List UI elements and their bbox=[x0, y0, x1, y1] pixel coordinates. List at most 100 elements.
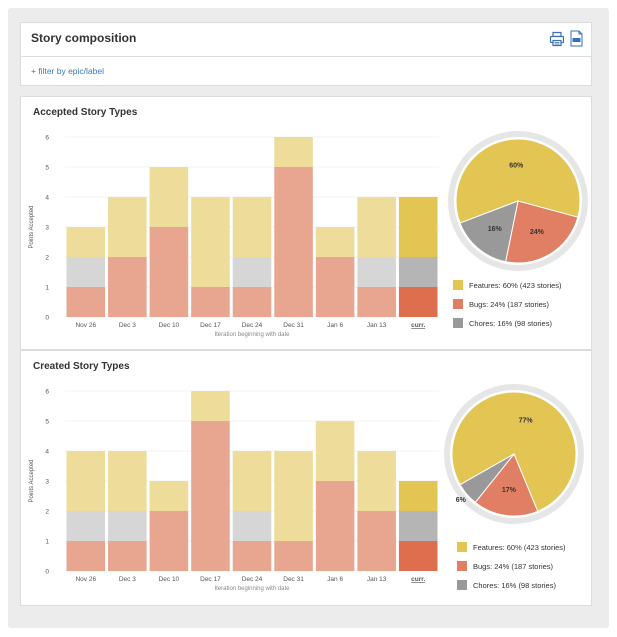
y-tick-label: 2 bbox=[45, 255, 49, 262]
bar-segment-features[interactable] bbox=[398, 197, 438, 257]
pie-slice-bugs[interactable] bbox=[505, 200, 579, 264]
bar-segment-features[interactable] bbox=[232, 197, 272, 257]
bar-segment-features[interactable] bbox=[357, 197, 396, 257]
accepted-story-types-chart: 0 1 2 3 4 5 6 Points Accepted Nov 26 Dec 3 Dec 10 D… bbox=[29, 131, 588, 338]
x-axis-label: Iteration beginning with date bbox=[214, 332, 290, 338]
legend-label: Features: 60% (423 stories) bbox=[469, 280, 562, 290]
bar-segment-bugs[interactable] bbox=[232, 541, 272, 571]
bar-segment-features[interactable] bbox=[357, 451, 396, 511]
pie-slice-chores[interactable] bbox=[459, 200, 519, 263]
y-tick-label: 0 bbox=[45, 569, 49, 576]
bar-segment-chores[interactable] bbox=[398, 511, 438, 541]
csv-export-icon[interactable] bbox=[570, 30, 583, 47]
legend-swatch bbox=[453, 299, 463, 309]
pie-slice-label: 77% bbox=[519, 417, 534, 424]
legend-item-chores[interactable]: Chores: 16% (98 stories) bbox=[453, 315, 562, 331]
bar-segment-bugs[interactable] bbox=[191, 421, 230, 571]
bar-segment-chores[interactable] bbox=[66, 257, 106, 287]
bar-segment-features[interactable] bbox=[191, 391, 230, 421]
chart-legend: Features: 60% (423 stories) Bugs: 24% (18… bbox=[453, 277, 562, 334]
pie-slice-bugs[interactable] bbox=[474, 453, 539, 517]
x-tick-label: Dec 3 bbox=[119, 576, 136, 583]
bar-segment-features[interactable] bbox=[274, 451, 313, 541]
bar-segment-bugs[interactable] bbox=[108, 541, 147, 571]
legend-item-bugs[interactable]: Bugs: 24% (187 stories) bbox=[457, 558, 566, 574]
pie-slice-chores[interactable] bbox=[459, 453, 515, 504]
bar-segment-chores[interactable] bbox=[398, 257, 438, 287]
legend-label: Chores: 16% (98 stories) bbox=[473, 580, 556, 590]
y-tick-label: 2 bbox=[45, 509, 49, 516]
legend-item-features[interactable]: Features: 60% (423 stories) bbox=[453, 277, 562, 293]
legend-label: Chores: 16% (98 stories) bbox=[469, 318, 552, 328]
bar-segment-features[interactable] bbox=[315, 421, 355, 481]
x-tick-label: Jan 6 bbox=[327, 576, 343, 583]
x-tick-label: Dec 24 bbox=[242, 576, 263, 583]
chart-legend: Features: 60% (423 stories) Bugs: 24% (18… bbox=[457, 539, 566, 596]
bar-segment-bugs[interactable] bbox=[274, 541, 313, 571]
bar-segment-chores[interactable] bbox=[66, 511, 106, 541]
legend-swatch bbox=[453, 318, 463, 328]
bar-segment-bugs[interactable] bbox=[315, 481, 355, 571]
bar-segment-features[interactable] bbox=[149, 481, 189, 511]
pie-slice-label: 60% bbox=[509, 163, 524, 170]
bar-segment-bugs[interactable] bbox=[274, 167, 313, 317]
bar-segment-bugs[interactable] bbox=[357, 287, 396, 317]
y-tick-label: 0 bbox=[45, 315, 49, 322]
y-tick-label: 3 bbox=[45, 225, 49, 232]
bar-segment-features[interactable] bbox=[191, 197, 230, 287]
y-tick-label: 4 bbox=[45, 449, 49, 456]
bar-segment-features[interactable] bbox=[66, 227, 106, 257]
bar-segment-bugs[interactable] bbox=[149, 511, 189, 571]
page-title: Story composition bbox=[31, 31, 137, 45]
bar-segment-features[interactable] bbox=[149, 167, 189, 227]
bar-segment-bugs[interactable] bbox=[398, 541, 438, 571]
legend-label: Bugs: 24% (187 stories) bbox=[473, 561, 554, 571]
print-icon[interactable] bbox=[549, 31, 565, 47]
y-tick-label: 6 bbox=[45, 135, 49, 142]
bar-segment-bugs[interactable] bbox=[191, 287, 230, 317]
legend-swatch bbox=[457, 542, 467, 552]
legend-swatch bbox=[457, 580, 467, 590]
bar-segment-bugs[interactable] bbox=[108, 257, 147, 317]
legend-item-chores[interactable]: Chores: 16% (98 stories) bbox=[457, 577, 566, 593]
bar-segment-features[interactable] bbox=[108, 197, 147, 257]
bar-segment-features[interactable] bbox=[398, 481, 438, 511]
bar-segment-chores[interactable] bbox=[232, 511, 272, 541]
report-header: Story composition bbox=[20, 22, 592, 56]
bar-segment-features[interactable] bbox=[232, 451, 272, 511]
x-tick-label: Dec 17 bbox=[200, 322, 221, 329]
bar-segment-chores[interactable] bbox=[357, 257, 396, 287]
accepted-story-types-panel: Accepted Story Types 0 1 2 3 4 5 6 Points Accep… bbox=[20, 96, 592, 350]
pie-slice-features[interactable] bbox=[455, 138, 581, 224]
x-tick-label: Dec 10 bbox=[159, 322, 180, 329]
bar-segment-bugs[interactable] bbox=[66, 541, 106, 571]
x-tick-label: curr. bbox=[411, 322, 425, 329]
bar-segment-features[interactable] bbox=[108, 451, 147, 511]
x-tick-label: Dec 17 bbox=[200, 576, 221, 583]
bar-segment-bugs[interactable] bbox=[66, 287, 106, 317]
bar-segment-features[interactable] bbox=[315, 227, 355, 257]
x-tick-label: Jan 13 bbox=[367, 322, 387, 329]
x-tick-label: Dec 31 bbox=[283, 576, 304, 583]
bar-segment-bugs[interactable] bbox=[232, 287, 272, 317]
bar-segment-bugs[interactable] bbox=[315, 257, 355, 317]
bar-segment-chores[interactable] bbox=[108, 511, 147, 541]
pie-slice-label: 17% bbox=[502, 487, 517, 494]
x-tick-label: curr. bbox=[411, 576, 425, 583]
x-tick-label: Dec 10 bbox=[159, 576, 180, 583]
bar-segment-bugs[interactable] bbox=[398, 287, 438, 317]
bar-segment-features[interactable] bbox=[274, 137, 313, 167]
filter-bar: + filter by epic/label bbox=[20, 56, 592, 86]
filter-by-epic-label-link[interactable]: + filter by epic/label bbox=[31, 66, 104, 76]
bar-segment-bugs[interactable] bbox=[357, 511, 396, 571]
legend-item-bugs[interactable]: Bugs: 24% (187 stories) bbox=[453, 296, 562, 312]
bar-segment-features[interactable] bbox=[66, 451, 106, 511]
bar-segment-chores[interactable] bbox=[232, 257, 272, 287]
legend-label: Bugs: 24% (187 stories) bbox=[469, 299, 550, 309]
pie-slice-features[interactable] bbox=[451, 391, 577, 512]
bar-segment-bugs[interactable] bbox=[149, 227, 189, 317]
legend-item-features[interactable]: Features: 60% (423 stories) bbox=[457, 539, 566, 555]
legend-swatch bbox=[457, 561, 467, 571]
x-tick-label: Nov 26 bbox=[75, 322, 96, 329]
chart-title: Accepted Story Types bbox=[33, 107, 138, 118]
